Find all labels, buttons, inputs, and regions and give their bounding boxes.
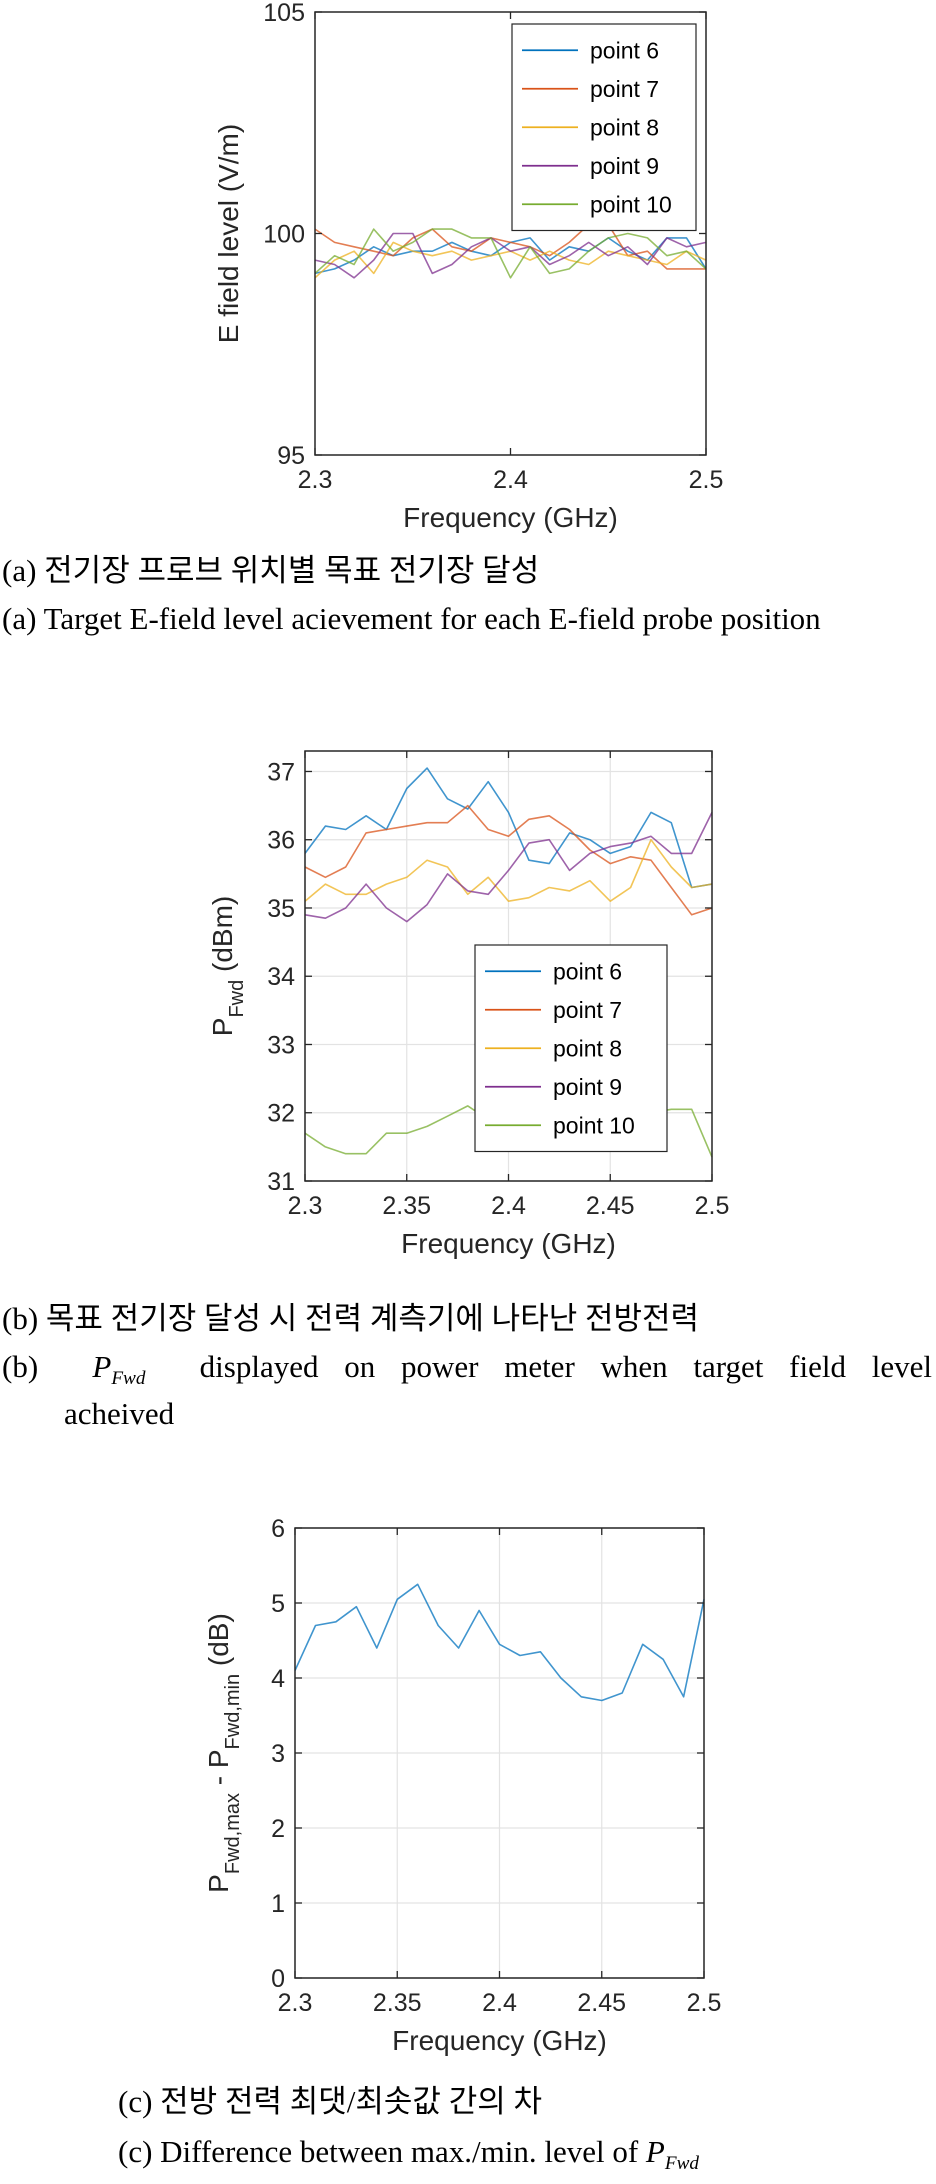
y-tick-label: 1	[271, 1890, 285, 1918]
legend-label: point 10	[590, 191, 672, 217]
y-label-part: P	[203, 1874, 234, 1893]
y-label-sub: Fwd,min	[222, 1674, 244, 1750]
caption-c-korean: (c) 전방 전력 최댓/최솟값 간의 차	[118, 2084, 543, 2119]
y-axis-label: E field level (V/m)	[213, 124, 244, 343]
legend-label: point 6	[553, 958, 622, 984]
y-label-unit: (dB)	[203, 1613, 234, 1674]
x-axis-label: Frequency (GHz)	[401, 1228, 616, 1259]
series-line-4	[304, 812, 713, 923]
y-tick-label: 6	[271, 1515, 285, 1543]
y-tick-label: 37	[267, 758, 295, 786]
caption-a-english: (a) Target E-field level acievement for …	[2, 601, 821, 636]
y-label-sub: Fwd	[226, 980, 248, 1018]
y-tick-label: 34	[267, 963, 295, 991]
caption-b-symbol-main: P	[92, 1349, 112, 1384]
y-tick-label: 4	[271, 1665, 285, 1693]
legend-label: point 7	[553, 997, 622, 1023]
caption-c-english: (c) Difference between max./min. level o…	[118, 2134, 699, 2175]
caption-c-symbol-sub: Fwd	[664, 2153, 699, 2175]
caption-c-symbol: PFwd	[645, 2134, 699, 2174]
caption-b-prefix: (b)	[2, 1349, 39, 1384]
x-tick-label: 2.4	[491, 1192, 526, 1220]
caption-a-korean: (a) 전기장 프로브 위치별 목표 전기장 달성	[2, 553, 540, 588]
y-tick-label: 33	[267, 1031, 295, 1059]
caption-b-symbol-sub: Fwd	[111, 1368, 146, 1390]
y-tick-label: 100	[263, 221, 305, 249]
y-tick-label: 35	[267, 895, 295, 923]
y-tick-label: 36	[267, 827, 295, 855]
y-label-unit: (dBm)	[207, 896, 238, 980]
x-tick-label: 2.5	[695, 1192, 730, 1220]
legend-label: point 8	[590, 114, 659, 140]
series-line-1	[304, 767, 713, 889]
y-label-part: - P	[203, 1749, 234, 1793]
caption-c-text: (c) Difference between max./min. level o…	[118, 2134, 639, 2169]
caption-b-korean: (b) 목표 전기장 달성 시 전력 계측기에 나타난 전방전력	[2, 1301, 700, 1336]
y-tick-label: 32	[267, 1100, 295, 1128]
x-tick-label: 2.5	[687, 1989, 722, 2017]
chart-b: 2.3 2.35 2.4 2.45 2.5 31 32 33 34 35 36 37 Frequency…	[207, 750, 730, 1259]
x-tick-label: 2.35	[373, 1989, 422, 2017]
caption-b-symbol: PFwd	[92, 1349, 145, 1390]
legend-label: point 9	[553, 1074, 622, 1100]
x-axis-label: Frequency (GHz)	[392, 2025, 607, 2056]
legend-label: point 10	[553, 1112, 635, 1138]
caption-b-text: displayed on power meter when target fie…	[199, 1349, 932, 1384]
x-tick-label: 2.3	[298, 466, 333, 494]
y-tick-label: 5	[271, 1590, 285, 1618]
x-axis-label: Frequency (GHz)	[403, 502, 618, 533]
x-tick-label: 2.4	[482, 1989, 517, 2017]
series-line-1	[294, 1583, 705, 1702]
y-tick-label: 95	[277, 442, 305, 470]
legend-label: point 9	[590, 153, 659, 179]
series-line-5	[314, 228, 707, 279]
y-tick-label: 3	[271, 1740, 285, 1768]
y-axis-label: PFwd,max - PFwd,min (dB)	[203, 1613, 244, 1893]
y-tick-label: 31	[267, 1168, 295, 1196]
series-line-2	[314, 223, 706, 270]
y-label-part: P	[207, 1018, 238, 1037]
legend-label: point 7	[590, 76, 659, 102]
series-line-2	[304, 804, 713, 916]
x-tick-label: 2.35	[382, 1192, 431, 1220]
x-tick-label: 2.4	[493, 466, 528, 494]
y-tick-label: 0	[271, 1965, 285, 1993]
x-tick-label: 2.45	[577, 1989, 626, 2017]
caption-b-continuation: acheived	[64, 1396, 175, 1431]
y-tick-label: 105	[263, 0, 305, 27]
legend-label: point 8	[553, 1035, 622, 1061]
x-tick-label: 2.3	[288, 1192, 323, 1220]
chart-c: 2.3 2.35 2.4 2.45 2.5 0 1 2 3 4 5 6 Frequency (GHz) P…	[203, 1515, 722, 2056]
x-tick-label: 2.3	[278, 1989, 313, 2017]
y-axis-label: PFwd (dBm)	[207, 896, 248, 1036]
y-label-sub: Fwd,max	[222, 1793, 244, 1874]
y-tick-label: 2	[271, 1815, 285, 1843]
x-tick-label: 2.5	[689, 466, 724, 494]
caption-b-english: (b) PFwd displayed on power meter when t…	[2, 1349, 932, 1390]
chart-a: 2.3 2.4 2.5 95 100 105 Frequency (GHz) E field …	[213, 0, 724, 533]
x-tick-label: 2.45	[586, 1192, 635, 1220]
legend-label: point 6	[590, 37, 659, 63]
caption-c-symbol-main: P	[645, 2134, 665, 2169]
series-line-4	[314, 232, 707, 279]
